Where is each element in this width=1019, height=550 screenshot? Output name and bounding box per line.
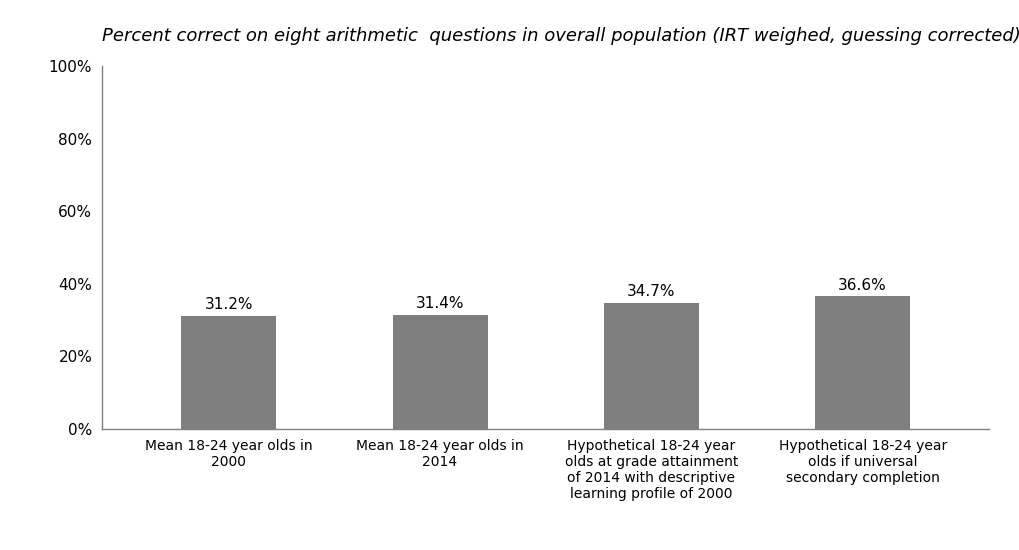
Text: Percent correct on eight arithmetic  questions in overall population (IRT weighe: Percent correct on eight arithmetic ques…: [102, 27, 1019, 45]
Text: 36.6%: 36.6%: [838, 278, 887, 293]
Text: 31.2%: 31.2%: [205, 297, 253, 312]
Text: 31.4%: 31.4%: [416, 296, 464, 311]
Text: 34.7%: 34.7%: [627, 284, 675, 299]
Bar: [181, 316, 276, 429]
Bar: [603, 303, 698, 429]
Bar: [392, 315, 487, 429]
Bar: [814, 296, 909, 429]
